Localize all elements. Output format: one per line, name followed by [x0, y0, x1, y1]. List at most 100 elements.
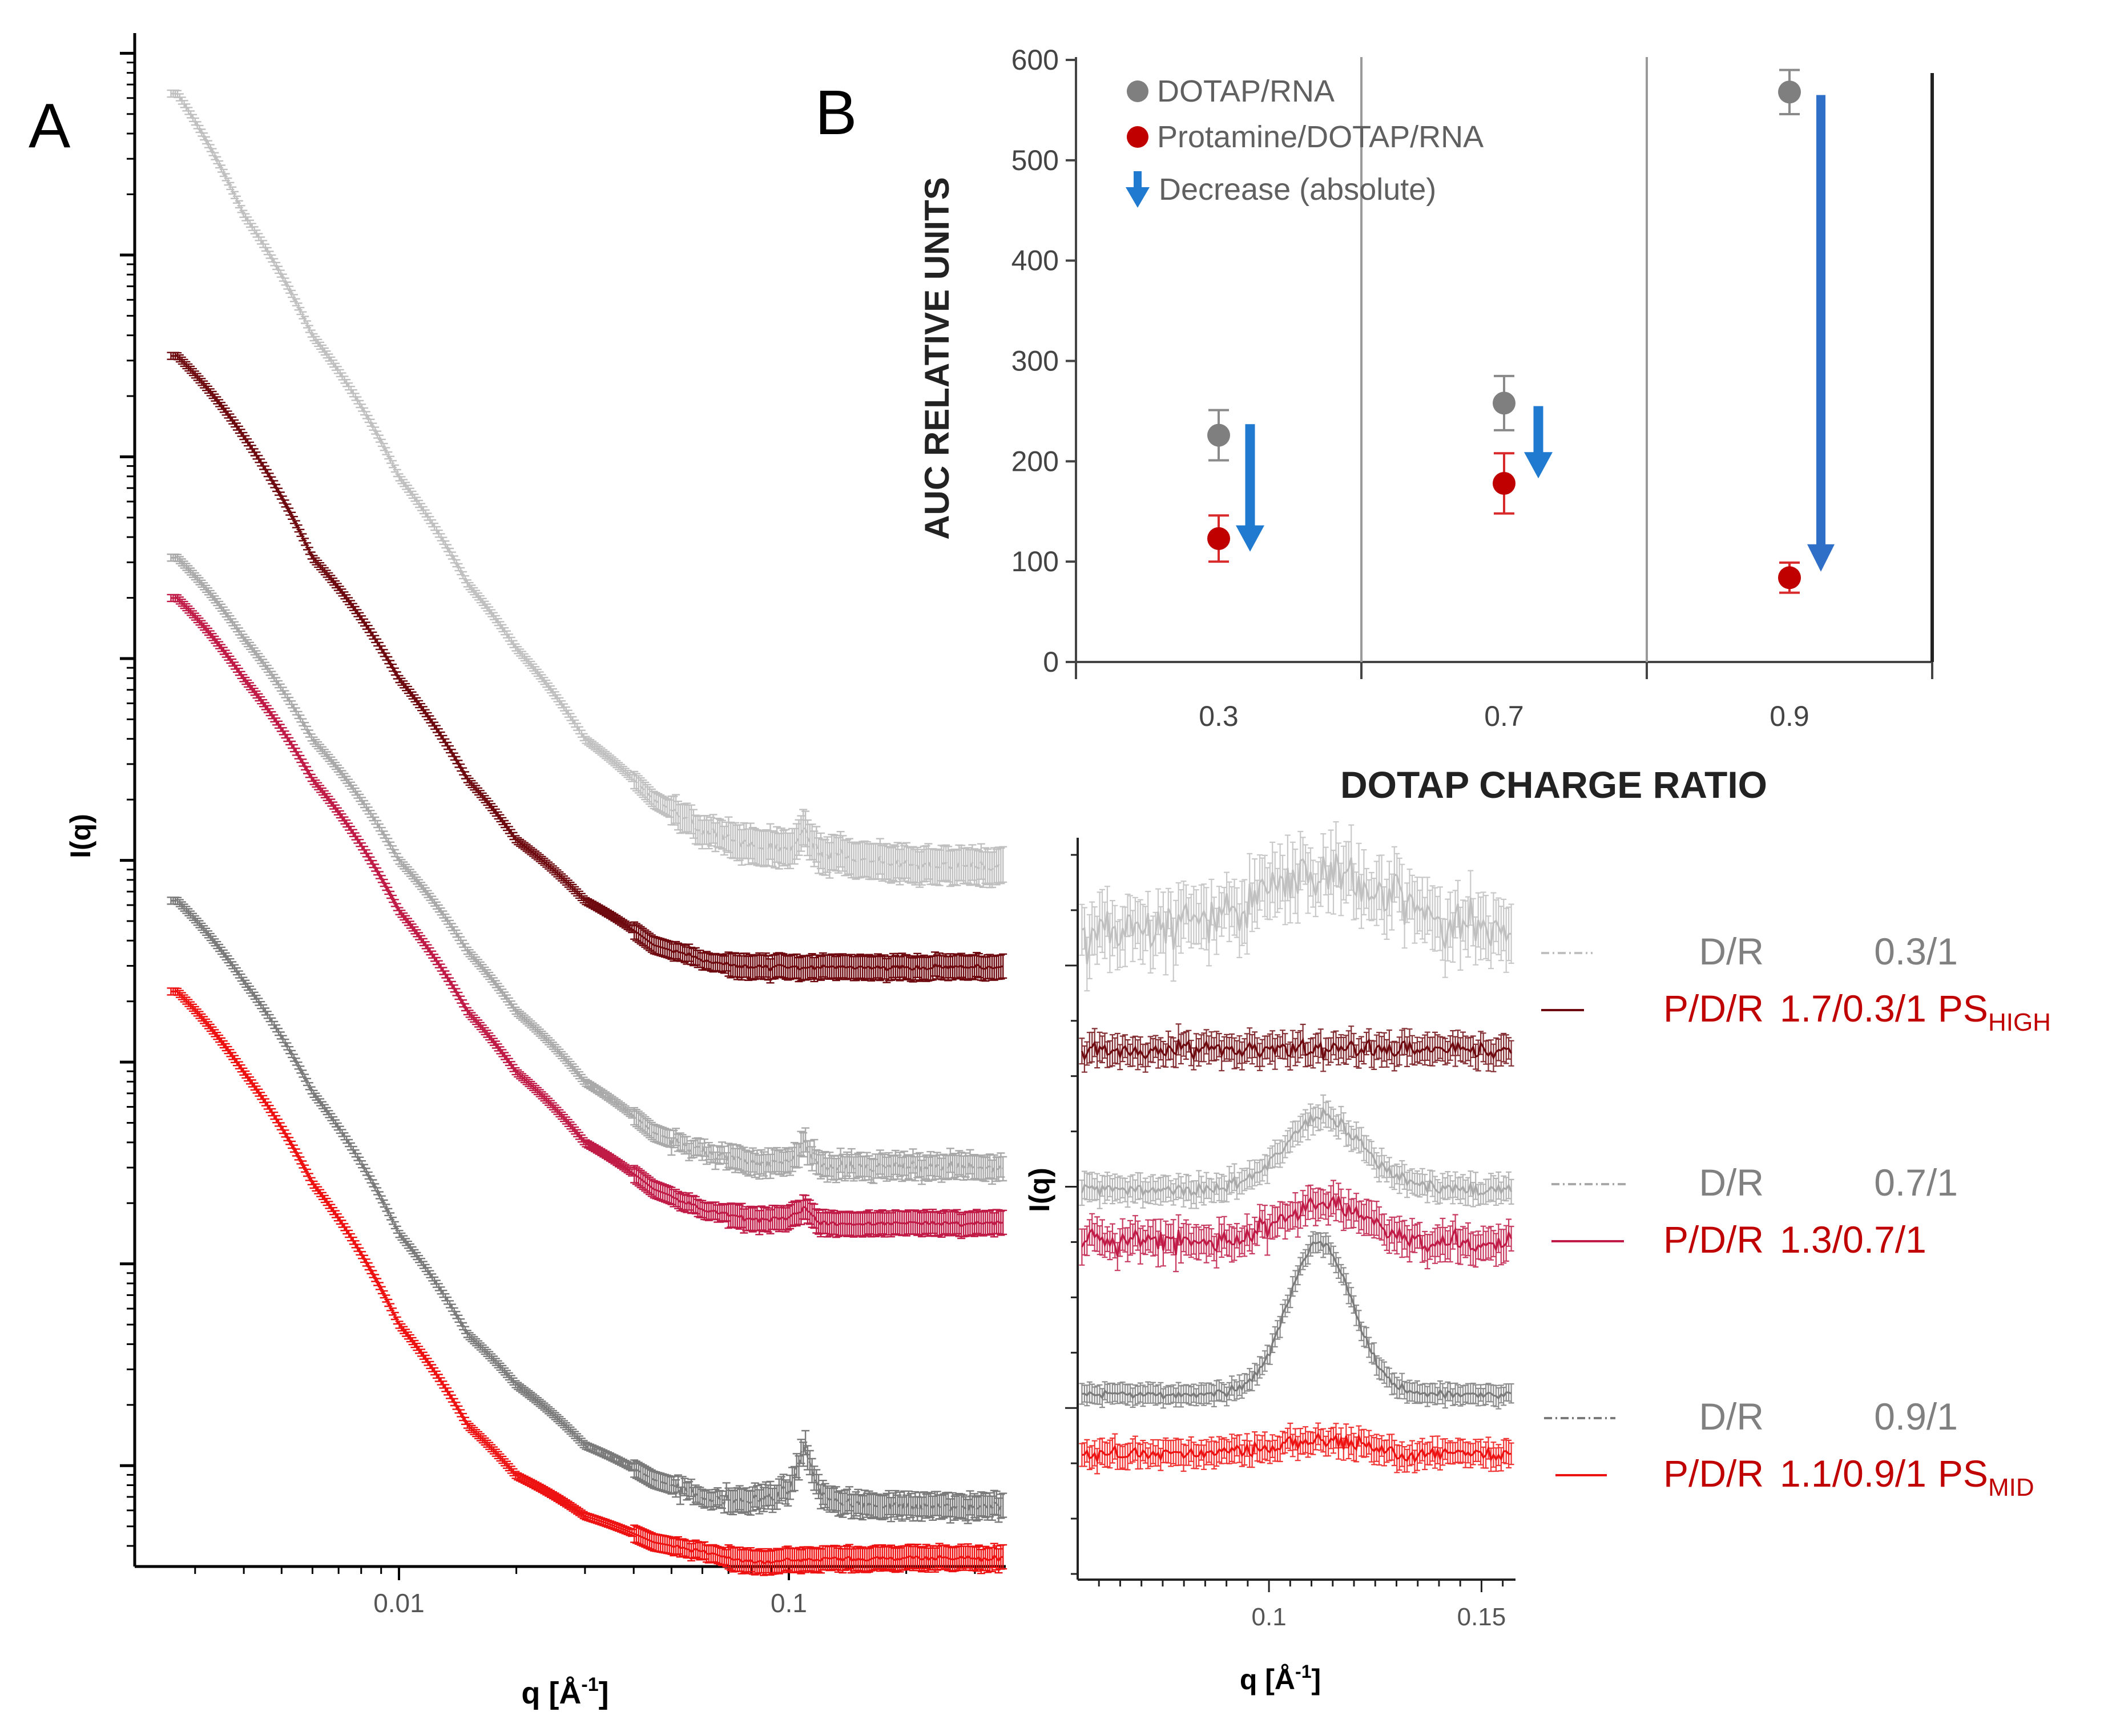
- auc-x-axis-label: DOTAP CHARGE RATIO: [1340, 764, 1767, 806]
- legend-ratio-value: 1.7/0.3/1: [1780, 987, 1926, 1030]
- legend-ratio-value: 0.9/1: [1874, 1395, 1958, 1438]
- zoom-series-1: [1079, 821, 1514, 992]
- legend-sample-ratio: 1.7/0.3/1 PSHIGH: [1780, 987, 2051, 1036]
- legend-sample-ratio: 1.1/0.9/1 PSMID: [1780, 1452, 2034, 1501]
- saxs-x-ticks: 0.01 0.1: [194, 1567, 976, 1618]
- zoom-x-tick-label: 0.15: [1457, 1603, 1506, 1631]
- panel-b-label: B: [815, 78, 857, 148]
- saxs-error-bars: [167, 594, 1007, 1240]
- peak-zoom-plot: 0.1 0.15 I(q) q [Å-1]: [1023, 821, 1515, 1695]
- legend-ratio-value: 0.7/1: [1874, 1161, 1958, 1204]
- auc-legend: DOTAP/RNA Protamine/DOTAP/RNA Decrease (…: [1126, 74, 1484, 208]
- saxs-curve: [171, 597, 1003, 1228]
- zoom-series-group: [1079, 821, 1514, 1475]
- auc-plot: 0 100 200 300 400 500 600 0.3 0.7 0.9 DOTAP/RNA …: [918, 44, 1934, 806]
- saxs-x-tick-label: 0.1: [771, 1588, 807, 1618]
- auc-point: [1778, 80, 1801, 104]
- panel-a-label: A: [29, 91, 71, 161]
- legend-sample-name: D/R: [1699, 930, 1764, 972]
- saxs-series-3: [167, 554, 1007, 1185]
- auc-y-ticks: 0 100 200 300 400 500 600: [1011, 44, 1076, 678]
- auc-point: [1207, 423, 1230, 447]
- auc-x-tick-label: 0.7: [1484, 700, 1524, 732]
- legend-sample-name: P/D/R: [1663, 987, 1764, 1030]
- zoom-x-label-end: ]: [1312, 1664, 1321, 1695]
- legend-ratio-value: 1.1/0.9/1: [1780, 1452, 1926, 1495]
- auc-point: [1778, 566, 1801, 590]
- saxs-x-label-base: q [Å: [521, 1676, 581, 1710]
- legend-entry-6: P/D/R 1.1/0.9/1 PSMID: [1555, 1452, 2034, 1501]
- legend-entry-2: P/D/R 1.7/0.3/1 PSHIGH: [1541, 987, 2051, 1036]
- legend-entry-4: P/D/R 1.3/0.7/1: [1551, 1218, 1926, 1261]
- zoom-series-5: [1079, 1231, 1514, 1410]
- saxs-y-axis-label: I(q): [65, 814, 96, 858]
- saxs-curve: [171, 899, 1003, 1514]
- zoom-x-axis-label: q [Å-1]: [1240, 1661, 1321, 1695]
- auc-y-tick-label: 600: [1011, 44, 1059, 76]
- auc-y-axis-label: AUC RELATIVE UNITS: [918, 177, 956, 540]
- zoom-x-label-sup: -1: [1295, 1661, 1311, 1682]
- auc-y-tick-label: 300: [1011, 345, 1059, 377]
- decrease-arrow: [1807, 95, 1835, 572]
- legend-ratio-suffix: PS: [1938, 987, 1988, 1030]
- legend-sample-name: D/R: [1699, 1395, 1764, 1438]
- auc-point: [1493, 472, 1515, 495]
- saxs-x-tick-label: 0.01: [373, 1588, 425, 1618]
- zoom-curve: [1082, 1431, 1512, 1465]
- legend-sample-ratio: 0.9/1: [1874, 1395, 1958, 1438]
- legend-protamine-dotap-rna: Protamine/DOTAP/RNA: [1157, 120, 1484, 154]
- auc-y-tick-label: 100: [1011, 546, 1059, 578]
- saxs-error-bars: [167, 352, 1007, 984]
- legend-dot-red: [1127, 126, 1148, 148]
- zoom-curve: [1081, 853, 1512, 964]
- zoom-error-bars: [1079, 1422, 1514, 1475]
- saxs-plot: 0.01 0.1 I(q) q [Å-1]: [65, 33, 1007, 1710]
- legend-decrease: Decrease (absolute): [1159, 172, 1436, 207]
- saxs-series-2: [167, 352, 1007, 984]
- legend-ratio-value: 0.3/1: [1874, 930, 1958, 972]
- auc-x-tick-label: 0.9: [1770, 700, 1809, 732]
- saxs-error-bars: [167, 987, 1007, 1576]
- auc-x-tick-label: 0.3: [1199, 700, 1239, 732]
- zoom-x-ticks: 0.1 0.15: [1098, 1580, 1506, 1631]
- auc-point: [1207, 527, 1230, 550]
- legend-entry-3: D/R 0.7/1: [1551, 1161, 1958, 1204]
- legend-ratio-subscript: HIGH: [1988, 1008, 2051, 1036]
- zoom-error-bars: [1079, 821, 1514, 992]
- saxs-x-axis-label: q [Å-1]: [521, 1674, 608, 1710]
- auc-y-tick-label: 500: [1011, 144, 1059, 176]
- legend-ratio-value: 1.3/0.7/1: [1780, 1218, 1926, 1261]
- zoom-series-3: [1079, 1094, 1514, 1209]
- zoom-curve: [1081, 1106, 1513, 1199]
- saxs-x-label-sup: -1: [581, 1674, 598, 1695]
- saxs-series-6: [167, 987, 1007, 1576]
- sample-legend: D/R 0.3/1 P/D/R 1.7/0.3/1 PSHIGH D/R 0.7/1 P/D/…: [1541, 930, 2051, 1501]
- auc-y-tick-label: 200: [1011, 445, 1059, 477]
- saxs-y-ticks: [120, 51, 135, 1547]
- legend-sample-ratio: 0.3/1: [1874, 930, 1958, 972]
- legend-sample-name: D/R: [1699, 1161, 1764, 1204]
- zoom-x-label-base: q [Å: [1240, 1664, 1295, 1695]
- saxs-series-1: [167, 89, 1007, 889]
- zoom-y-ticks: [1065, 854, 1078, 1575]
- legend-sample-name: P/D/R: [1663, 1218, 1764, 1261]
- zoom-curve: [1082, 1240, 1512, 1400]
- saxs-series-4: [167, 594, 1007, 1240]
- legend-dotap-rna: DOTAP/RNA: [1157, 74, 1335, 108]
- auc-x-ticks: 0.3 0.7 0.9: [1075, 662, 1933, 732]
- decrease-arrow: [1524, 406, 1553, 479]
- saxs-error-bars: [167, 554, 1007, 1185]
- auc-y-tick-label: 0: [1043, 646, 1059, 678]
- saxs-error-bars: [167, 89, 1007, 889]
- saxs-error-bars: [167, 897, 1007, 1524]
- saxs-axes: 0.01 0.1: [120, 33, 1006, 1618]
- legend-arrow-icon: [1126, 171, 1150, 208]
- zoom-series-4: [1079, 1180, 1514, 1273]
- legend-sample-ratio: 1.3/0.7/1: [1780, 1218, 1926, 1261]
- saxs-series-group: [167, 89, 1007, 1576]
- decrease-arrow: [1236, 424, 1264, 552]
- legend-dot-gray: [1127, 80, 1148, 102]
- zoom-series-6: [1079, 1422, 1514, 1475]
- auc-y-tick-label: 400: [1011, 245, 1059, 277]
